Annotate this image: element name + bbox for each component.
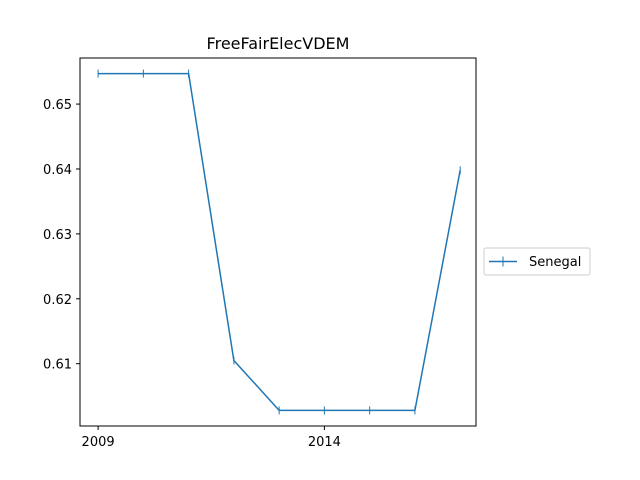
legend-label-senegal: Senegal — [529, 255, 581, 270]
x-axis: 2009 2014 — [82, 426, 341, 450]
y-axis: 0.61 0.62 0.63 0.64 0.65 — [43, 98, 80, 373]
y-tick-label: 0.62 — [43, 293, 72, 308]
y-tick-label: 0.61 — [43, 358, 72, 373]
chart-title: FreeFairElecVDEM — [207, 34, 350, 53]
plot-frame — [79, 57, 477, 427]
legend: Senegal — [483, 247, 591, 276]
y-tick-label: 0.65 — [43, 98, 72, 113]
y-tick-label: 0.63 — [43, 228, 72, 243]
x-tick-label: 2014 — [308, 435, 341, 450]
legend-box — [483, 247, 591, 276]
plot-area — [97, 69, 461, 415]
x-tick-label: 2009 — [82, 435, 115, 450]
y-tick-label: 0.64 — [43, 163, 72, 178]
